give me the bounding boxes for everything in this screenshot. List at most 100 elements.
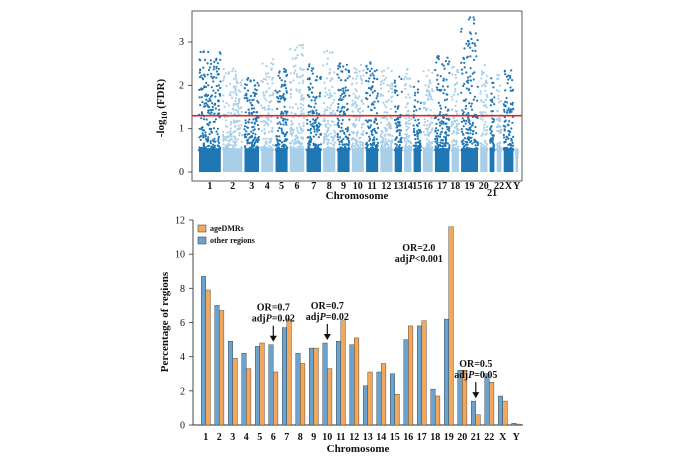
snp-point — [388, 84, 391, 87]
snp-point — [367, 119, 370, 122]
snp-point — [504, 100, 507, 103]
snp-point — [428, 142, 431, 145]
snp-point — [515, 152, 518, 155]
adjp-p: P — [266, 314, 273, 325]
snp-point — [390, 82, 393, 85]
snp-point — [370, 85, 373, 89]
snp-point — [344, 68, 347, 71]
snp-point — [307, 142, 310, 145]
chromosome-18-points — [450, 65, 460, 172]
snp-point — [455, 141, 458, 144]
snp-point — [386, 67, 389, 70]
snp-point — [382, 137, 385, 141]
snp-point — [416, 145, 419, 148]
snp-point — [215, 130, 218, 133]
snp-point — [211, 102, 214, 105]
snp-point — [431, 88, 434, 91]
snp-point — [282, 123, 285, 126]
snp-point — [418, 142, 421, 145]
snp-point — [328, 72, 331, 75]
snp-point — [309, 110, 312, 113]
snp-point — [405, 141, 408, 144]
snp-point — [469, 141, 472, 144]
bar-agedmrs-chr15 — [394, 394, 400, 426]
chromosome-base-points — [275, 148, 288, 172]
snp-point — [437, 129, 440, 132]
snp-point — [263, 144, 266, 147]
snp-point — [429, 131, 432, 134]
snp-point — [373, 127, 376, 130]
snp-point — [377, 100, 380, 103]
snp-point — [296, 145, 300, 148]
snp-point — [234, 125, 237, 128]
snp-point — [300, 131, 303, 134]
snp-point — [298, 148, 301, 151]
snp-point — [502, 136, 506, 139]
bar-chart-x-tick-labels: 1 2 3 4 5 6 7 8 9 10 11 12 13 14 15 16 17 18 19 20 21 22 X Y — [203, 432, 520, 443]
snp-point — [251, 99, 254, 102]
snp-point — [329, 142, 332, 145]
snp-point — [253, 79, 256, 82]
snp-point — [448, 60, 451, 63]
snp-point — [317, 144, 320, 147]
snp-point — [456, 70, 459, 73]
snp-point — [475, 140, 478, 144]
chromosome-base-points — [351, 148, 364, 172]
bar-x-tick-label: 2 — [217, 432, 222, 443]
snp-point — [406, 67, 409, 70]
snp-point — [442, 92, 445, 95]
snp-point — [365, 146, 369, 149]
chromosome-base-points — [515, 148, 518, 172]
bar-agedmrs-chr14 — [381, 363, 387, 426]
snp-point — [344, 86, 347, 89]
snp-point — [433, 117, 437, 120]
snp-point — [223, 75, 226, 78]
snp-point — [396, 144, 399, 147]
snp-point — [296, 54, 299, 57]
snp-point — [423, 117, 426, 121]
snp-point — [408, 144, 411, 147]
snp-point — [404, 106, 407, 109]
snp-point — [336, 109, 339, 112]
snp-point — [466, 149, 469, 152]
snp-point — [209, 112, 212, 115]
snp-point — [451, 132, 454, 135]
snp-point — [367, 80, 370, 83]
snp-point — [260, 120, 263, 123]
snp-point — [215, 67, 218, 70]
snp-point — [510, 127, 513, 130]
snp-point — [445, 125, 449, 128]
snp-point — [391, 91, 394, 94]
bar-other-regions-chr16 — [403, 339, 409, 426]
snp-point — [207, 136, 210, 139]
chromosome-base-points — [199, 148, 221, 172]
snp-point — [290, 111, 293, 114]
snp-point — [412, 124, 415, 127]
chromosome-15-points — [412, 80, 422, 172]
bar-x-tick-label: 17 — [417, 432, 427, 443]
snp-point — [426, 119, 429, 123]
snp-point — [385, 142, 388, 145]
snp-point — [280, 85, 283, 88]
snp-point — [252, 132, 255, 135]
snp-point — [342, 90, 345, 93]
snp-point — [375, 97, 378, 100]
snp-point — [240, 124, 243, 127]
snp-point — [222, 94, 225, 97]
snp-point — [285, 123, 288, 126]
snp-point — [265, 91, 268, 94]
bar-agedmrs-chr9 — [313, 347, 319, 426]
snp-point — [469, 16, 472, 19]
snp-point — [213, 140, 216, 143]
bar-x-tick-label: 19 — [444, 432, 454, 443]
snp-point — [497, 94, 500, 97]
snp-point — [345, 143, 348, 146]
snp-point — [265, 65, 268, 68]
snp-point — [366, 92, 369, 95]
snp-point — [489, 104, 492, 107]
snp-point — [366, 121, 369, 124]
snp-point — [457, 131, 460, 134]
snp-point — [462, 84, 465, 88]
snp-point — [246, 140, 249, 143]
snp-point — [414, 119, 417, 122]
